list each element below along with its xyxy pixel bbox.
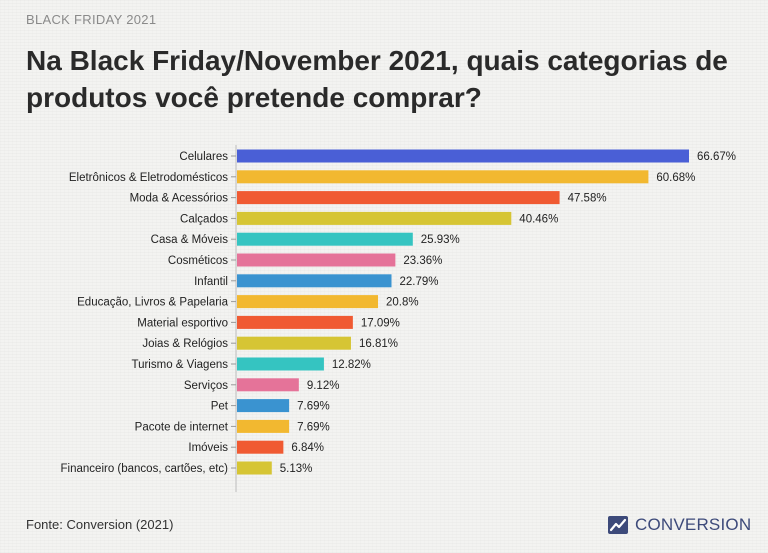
bar — [237, 149, 689, 163]
bar — [237, 461, 272, 475]
bar — [237, 357, 324, 371]
category-label: Educação, Livros & Papelaria — [77, 297, 228, 309]
value-label: 9.12% — [307, 380, 340, 392]
category-label: Casa & Móveis — [151, 234, 229, 246]
bar — [237, 274, 392, 288]
value-label: 20.8% — [386, 297, 419, 309]
bar — [237, 315, 353, 329]
bar — [237, 336, 351, 350]
value-label: 7.69% — [297, 401, 330, 413]
category-label: Pet — [211, 401, 229, 413]
category-label: Turismo & Viagens — [131, 359, 228, 371]
brand-name: CONVERSION — [635, 515, 752, 534]
value-label: 16.81% — [359, 338, 398, 350]
value-label: 22.79% — [400, 276, 439, 288]
value-label: 7.69% — [297, 421, 330, 433]
category-label: Moda & Acessórios — [130, 193, 229, 205]
category-label: Imóveis — [188, 442, 228, 454]
bar — [237, 191, 560, 205]
category-label: Material esportivo — [137, 317, 228, 329]
bar — [237, 211, 512, 225]
value-label: 5.13% — [280, 463, 313, 475]
value-label: 25.93% — [421, 234, 460, 246]
chart-title: Na Black Friday/November 2021, quais cat… — [26, 45, 728, 113]
bar — [237, 170, 649, 184]
value-label: 47.58% — [568, 193, 607, 205]
chart-line-icon — [608, 516, 628, 534]
category-label: Infantil — [194, 276, 228, 288]
bar — [237, 378, 299, 392]
value-label: 6.84% — [291, 442, 324, 454]
category-label: Joias & Relógios — [142, 338, 228, 350]
value-label: 66.67% — [697, 151, 736, 163]
bar — [237, 253, 396, 267]
kicker-label: BLACK FRIDAY 2021 — [26, 12, 157, 27]
value-label: 12.82% — [332, 359, 371, 371]
category-label: Financeiro (bancos, cartões, etc) — [61, 463, 229, 475]
bar — [237, 399, 290, 413]
category-label: Celulares — [179, 151, 228, 163]
category-label: Pacote de internet — [135, 421, 229, 433]
brand-logo: CONVERSION — [607, 515, 751, 535]
bar — [237, 440, 284, 454]
bar — [237, 419, 290, 433]
value-label: 40.46% — [519, 213, 558, 225]
source-note: Fonte: Conversion (2021) — [26, 517, 174, 532]
category-label: Serviços — [184, 380, 228, 392]
category-label: Calçados — [180, 213, 228, 225]
value-label: 17.09% — [361, 317, 400, 329]
value-label: 23.36% — [403, 255, 442, 267]
value-label: 60.68% — [656, 172, 695, 184]
bar — [237, 232, 413, 246]
bar — [237, 295, 379, 309]
category-label: Eletrônicos & Eletrodomésticos — [69, 172, 228, 184]
category-label: Cosméticos — [168, 255, 228, 267]
